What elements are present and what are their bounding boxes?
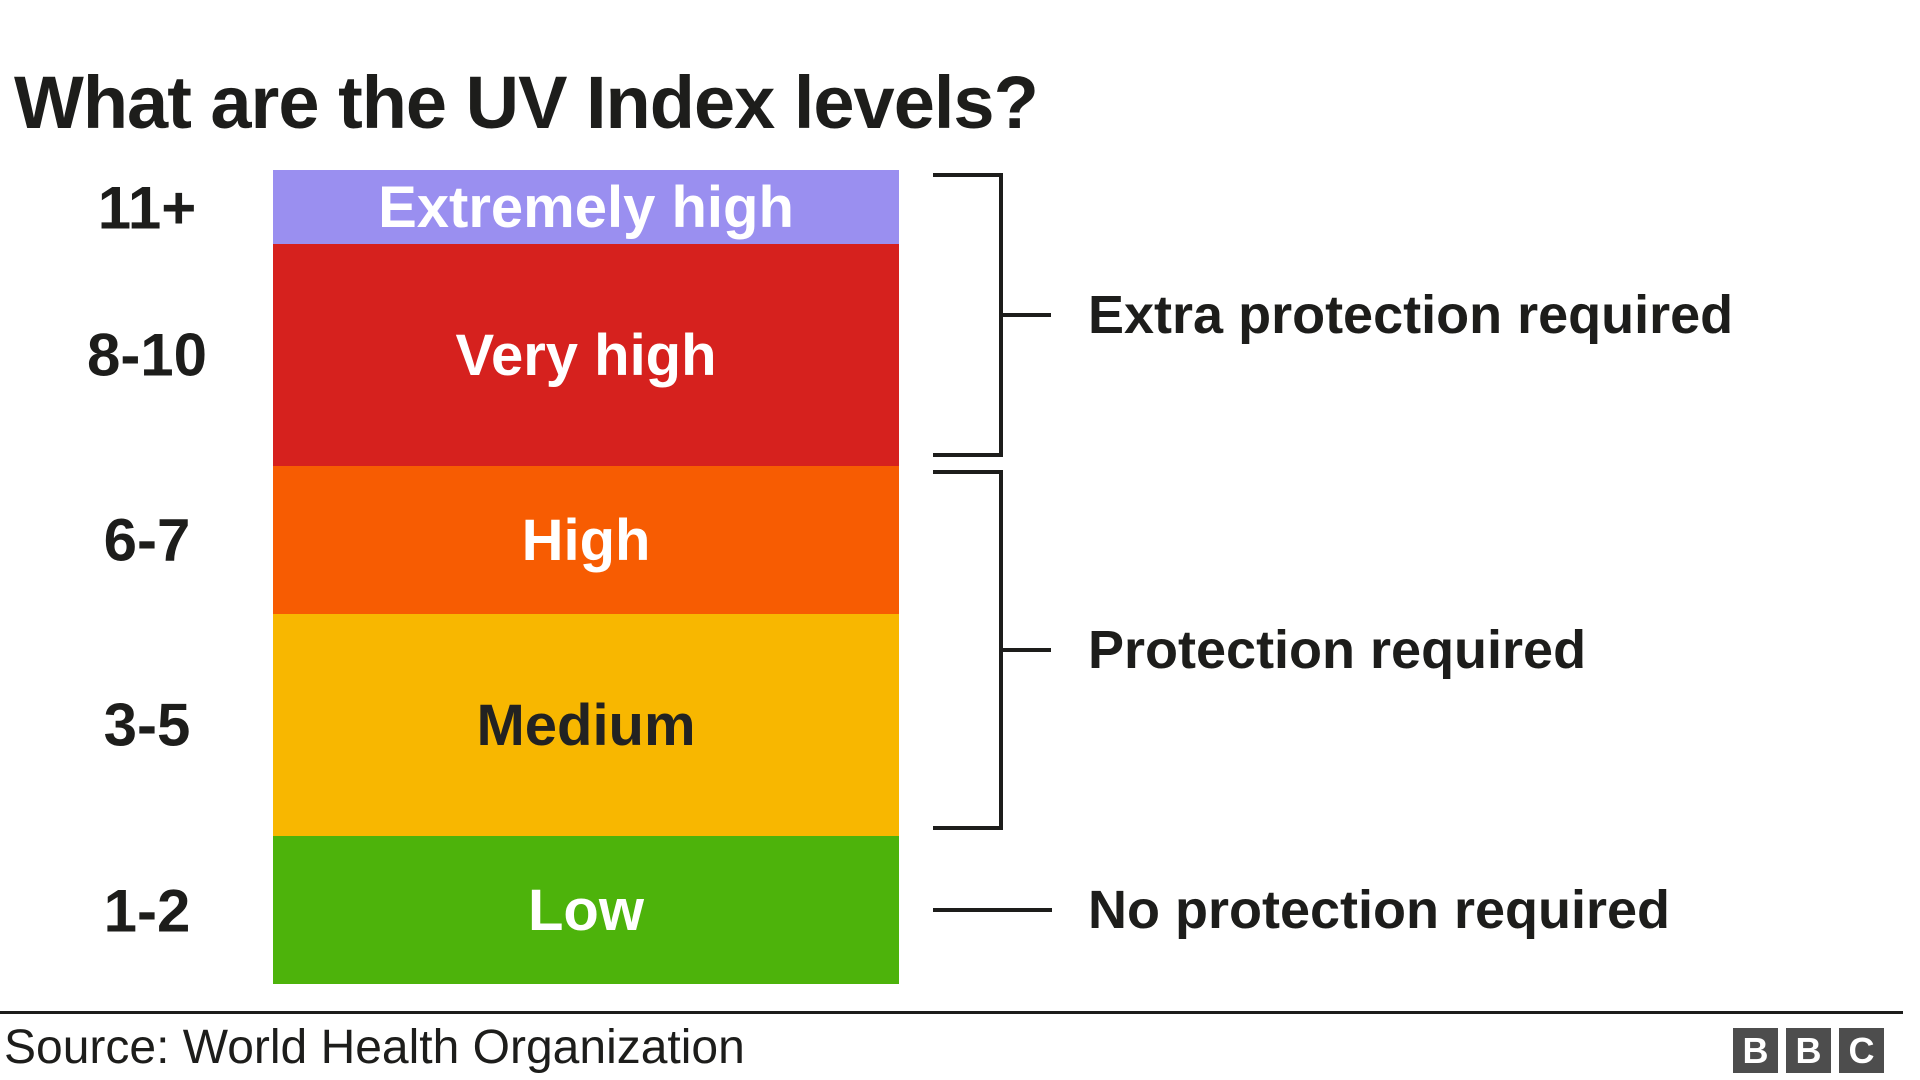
band-high: High xyxy=(273,466,899,614)
bracket-protection-bottom-line xyxy=(933,826,1003,830)
bracket-extra-tick-line xyxy=(1003,313,1051,317)
range-label-11plus: 11+ xyxy=(97,174,197,242)
bracket-protection-top-line xyxy=(933,470,1003,474)
bracket-extra-bottom-line xyxy=(933,453,1003,457)
band-very-high: Very high xyxy=(273,244,899,466)
page-title: What are the UV Index levels? xyxy=(14,60,1039,144)
bracket-extra-vertical-line xyxy=(999,173,1003,457)
bbc-logo: B B C xyxy=(1733,1028,1884,1073)
range-label-6-7: 6-7 xyxy=(103,506,191,574)
annotation-no-protection: No protection required xyxy=(1088,880,1671,940)
bracket-extra-top-line xyxy=(933,173,1003,177)
range-label-8-10: 8-10 xyxy=(86,321,208,389)
annotation-extra-protection: Extra protection required xyxy=(1088,285,1734,345)
range-label-1-2: 1-2 xyxy=(103,877,191,945)
bracket-protection-vertical-line xyxy=(999,470,1003,830)
bracket-protection-tick-line xyxy=(1003,648,1051,652)
range-label-3-5: 3-5 xyxy=(103,691,191,759)
no-protection-connector-line xyxy=(933,908,1052,912)
footer-divider xyxy=(0,1011,1903,1014)
band-medium: Medium xyxy=(273,614,899,836)
bbc-logo-letter-b1: B xyxy=(1733,1028,1778,1073)
band-low: Low xyxy=(273,836,899,984)
band-extremely-high: Extremely high xyxy=(273,170,899,244)
source-credit: Source: World Health Organization xyxy=(4,1021,745,1074)
bbc-logo-letter-b2: B xyxy=(1786,1028,1831,1073)
annotation-protection: Protection required xyxy=(1088,620,1587,680)
bbc-logo-letter-c: C xyxy=(1839,1028,1884,1073)
